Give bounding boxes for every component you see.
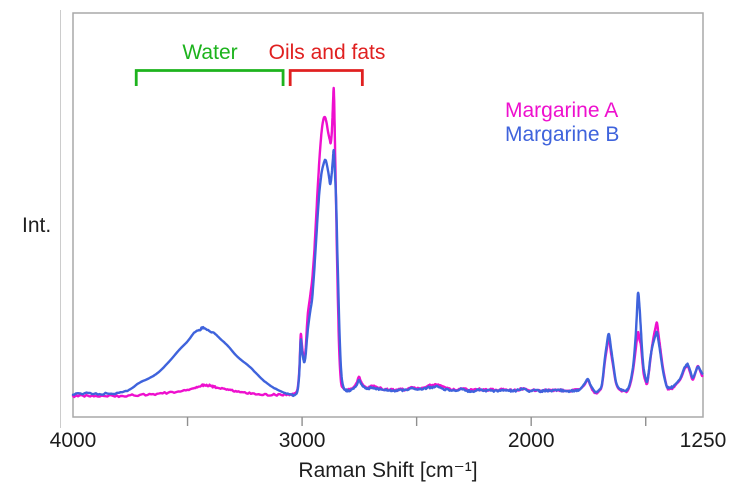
oils-and-fats-region-label: Oils and fats (268, 41, 386, 64)
legend: Margarine A Margarine B (505, 99, 619, 147)
legend-item-margarine-b: Margarine B (505, 123, 620, 146)
x-tick-label-3000: 3000 (278, 429, 326, 452)
y-axis-label: Int. (22, 214, 52, 237)
plot-border (72, 12, 704, 418)
legend-item-margarine-a: Margarine A (505, 99, 619, 122)
water-region-label: Water (182, 41, 238, 64)
x-tick-label-4000: 4000 (49, 429, 97, 452)
x-tick-label-1250: 1250 (679, 429, 727, 452)
water-region-bracket (134, 69, 285, 86)
x-tick-label-2000: 2000 (507, 429, 555, 452)
oils-and-fats-region-bracket (288, 69, 364, 86)
series-line-margarine-b (71, 148, 704, 398)
page-divider-line (60, 10, 61, 428)
x-axis-label: Raman Shift [cm⁻¹] (298, 459, 478, 482)
